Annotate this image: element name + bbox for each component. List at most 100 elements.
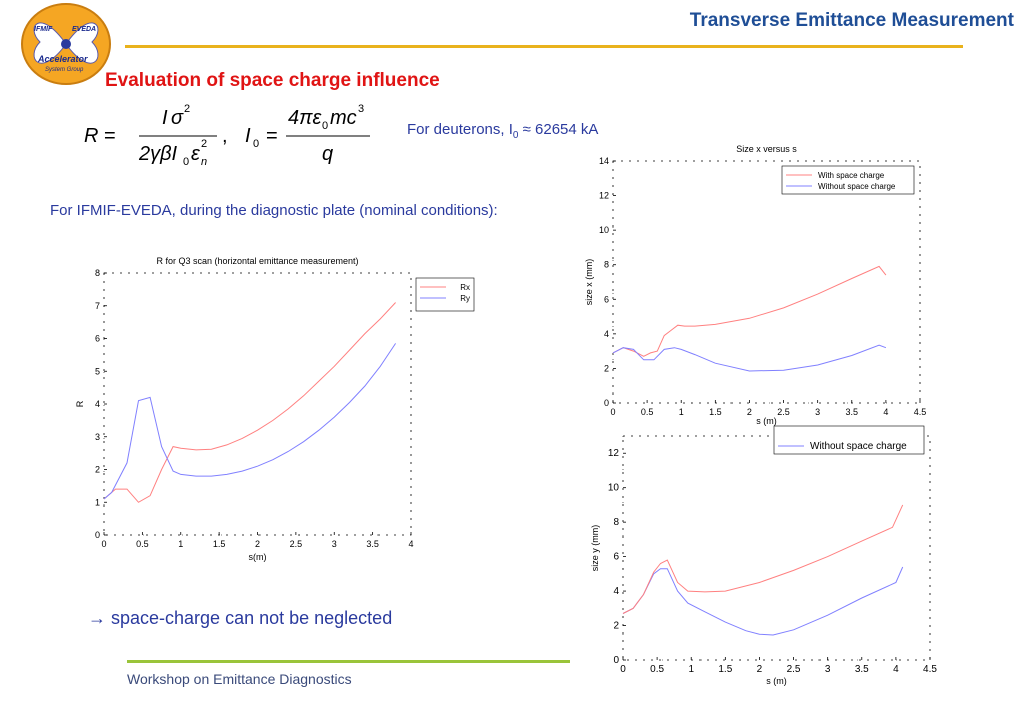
logo-text-main: Accelerator: [37, 54, 88, 64]
x-tick-label: 3.5: [846, 407, 859, 417]
space-charge-formula: R = I σ 2 2γβI 0 ε 2 n , I 0 = 4πε 0 mc …: [84, 103, 370, 168]
y-tick-label: 5: [95, 366, 100, 376]
chart-title: R for Q3 scan (horizontal emittance meas…: [156, 256, 358, 266]
x-tick-label: 0.5: [641, 407, 654, 417]
x-tick-label: 1.5: [718, 664, 732, 675]
formula-num-sigma: σ: [171, 107, 184, 129]
formula-I0: I: [245, 125, 251, 147]
x-tick-label: 3.5: [366, 539, 379, 549]
y-tick-label: 4: [95, 399, 100, 409]
x-tick-label: 2: [255, 539, 260, 549]
x-tick-label: 1.5: [213, 539, 226, 549]
x-tick-label: 2: [757, 664, 763, 675]
formula-den-eps: ε: [191, 143, 201, 165]
legend-label: Rx: [460, 283, 470, 292]
y-tick-label: 12: [608, 448, 620, 459]
formula-den-exp: 2: [201, 138, 207, 150]
deuterons-sub: 0: [512, 130, 519, 141]
formula-num2: 4πε: [288, 107, 323, 129]
series-line-with-space-charge: [612, 265, 887, 357]
y-axis-label: R: [75, 400, 85, 407]
x-tick-label: 4: [893, 664, 899, 675]
x-tick-label: 0: [620, 664, 626, 675]
y-tick-label: 2: [604, 363, 609, 373]
x-tick-label: 2: [747, 407, 752, 417]
x-tick-label: 1: [688, 664, 694, 675]
x-axis-label: s (m): [766, 676, 787, 686]
chart-title: Size x versus s: [736, 144, 797, 154]
deuterons-note: For deuterons, I0 ≈ 62654 kA: [407, 121, 598, 141]
y-tick-label: 1: [95, 497, 100, 507]
y-axis-label: size y (mm): [590, 525, 600, 572]
y-tick-label: 0: [604, 398, 609, 408]
series-line-without-space-charge: [612, 344, 887, 372]
formula-den-sub0: 0: [183, 156, 189, 168]
logo-text-right: EVEDA: [72, 26, 96, 33]
series-line-with-space-charge: [622, 504, 904, 614]
slide-title: Transverse Emittance Measurement: [689, 10, 1014, 31]
formula-num2-sub: 0: [322, 120, 328, 132]
x-tick-label: 3.5: [855, 664, 869, 675]
y-tick-label: 8: [95, 268, 100, 278]
footer-divider: [127, 660, 570, 663]
formula-eq2: =: [266, 125, 278, 147]
legend-label: Ry: [460, 294, 470, 303]
y-tick-label: 0: [613, 655, 619, 666]
y-tick-label: 8: [613, 517, 619, 528]
formula-eq: =: [104, 125, 116, 147]
formula-den2: q: [322, 143, 333, 165]
x-tick-label: 3: [815, 407, 820, 417]
y-tick-label: 0: [95, 530, 100, 540]
x-axis-label: s(m): [249, 552, 267, 562]
y-tick-label: 2: [613, 621, 619, 632]
legend-box: [773, 425, 925, 455]
series-line-ry: [103, 343, 397, 500]
formula-comma: ,: [222, 125, 228, 147]
plot-frame: [103, 272, 412, 536]
x-tick-label: 0: [610, 407, 615, 417]
series-line-without-space-charge: [622, 566, 904, 636]
chart-0-group: 0 0.5 1 1.5 2 2.5 3 3.5 4 0 1 2 3 4 5 6 7 8 R for Q3 scan …: [75, 256, 475, 562]
x-tick-label: 4.5: [923, 664, 937, 675]
y-tick-label: 7: [95, 301, 100, 311]
x-tick-label: 2.5: [777, 407, 790, 417]
y-tick-label: 6: [95, 334, 100, 344]
formula-den: 2γβI: [138, 143, 178, 165]
plot-frame: [622, 435, 931, 661]
legend-box: [415, 277, 475, 312]
series-line-rx: [103, 302, 396, 503]
formula-num-I: I: [162, 107, 168, 129]
legend-label: With space charge: [818, 171, 885, 180]
x-tick-label: 3: [825, 664, 831, 675]
formula-num2-rest: mc: [330, 107, 357, 129]
y-tick-label: 14: [599, 156, 609, 166]
x-tick-label: 1: [679, 407, 684, 417]
x-tick-label: 4.5: [914, 407, 927, 417]
legend-box: [781, 165, 915, 195]
formula-I0-sub: 0: [253, 138, 259, 150]
footer-text: Workshop on Emittance Diagnostics: [127, 671, 352, 687]
y-tick-label: 4: [604, 329, 609, 339]
y-tick-label: 3: [95, 432, 100, 442]
chart-1-group: 0 0.5 1 1.5 2 2.5 3 3.5 4 4.5 0 2 4 6 8 10 12 14 Size x ve…: [584, 144, 926, 426]
legend-label: Without space charge: [810, 441, 907, 452]
x-tick-label: 4: [883, 407, 888, 417]
x-tick-label: 3: [332, 539, 337, 549]
x-tick-label: 0.5: [650, 664, 664, 675]
chart-2-group: 0 0.5 1 1.5 2 2.5 3 3.5 4 4.5 0 2 4 6 8 10 12 s (m) size y…: [590, 425, 937, 686]
x-tick-label: 2.5: [290, 539, 303, 549]
formula-num2-exp: 3: [358, 103, 364, 115]
y-tick-label: 4: [613, 586, 619, 597]
formula-den-subn: n: [201, 156, 207, 168]
x-axis-label: s (m): [756, 416, 777, 426]
x-tick-label: 1: [178, 539, 183, 549]
logo-text-sub: System Group: [45, 67, 84, 73]
x-tick-label: 2.5: [787, 664, 801, 675]
x-tick-label: 1.5: [709, 407, 722, 417]
arrow-icon: →: [88, 608, 106, 628]
formula-num-exp: 2: [184, 103, 190, 115]
y-tick-label: 8: [604, 260, 609, 270]
ifmif-note: For IFMIF-EVEDA, during the diagnostic p…: [50, 202, 498, 219]
section-title: Evaluation of space charge influence: [105, 70, 440, 91]
legend-label: Without space charge: [818, 182, 896, 191]
